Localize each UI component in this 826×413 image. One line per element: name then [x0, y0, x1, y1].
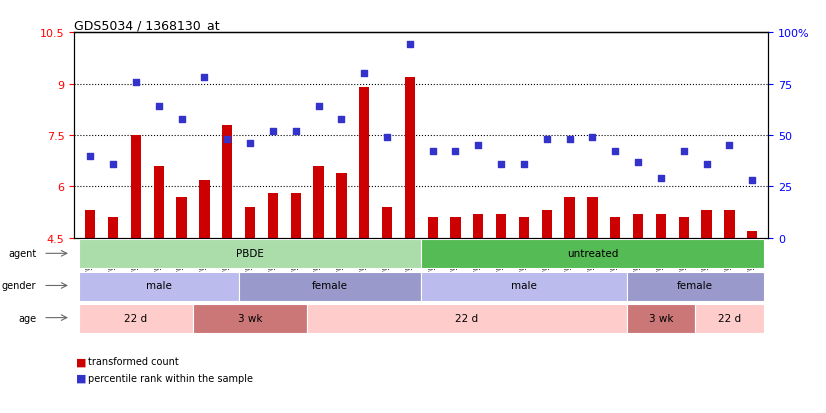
Point [472, 142, 485, 149]
Bar [496, 214, 506, 238]
Bar [542, 211, 552, 238]
Text: 22 d: 22 d [455, 313, 478, 323]
Point [586, 134, 599, 141]
Bar [633, 214, 643, 238]
Point [677, 149, 691, 155]
Point [266, 128, 279, 135]
Text: 3 wk: 3 wk [238, 313, 263, 323]
Bar [428, 218, 438, 238]
Point [654, 176, 667, 182]
Point [130, 79, 143, 85]
Bar [382, 207, 392, 238]
Point [312, 104, 325, 110]
Text: female: female [312, 281, 348, 291]
Bar [627, 304, 695, 333]
Point [700, 161, 713, 168]
Text: transformed count: transformed count [88, 356, 178, 366]
Bar [564, 197, 575, 238]
Bar [193, 304, 307, 333]
Bar [610, 218, 620, 238]
Bar [154, 166, 164, 238]
Bar [79, 304, 193, 333]
Bar [79, 240, 421, 269]
Text: 22 d: 22 d [718, 313, 741, 323]
Point [631, 159, 644, 166]
Text: PBDE: PBDE [236, 249, 264, 259]
Bar [307, 304, 627, 333]
Text: male: male [511, 281, 537, 291]
Point [244, 140, 257, 147]
Point [358, 71, 371, 77]
Bar [359, 88, 369, 238]
Bar [336, 173, 347, 238]
Point [152, 104, 165, 110]
Point [426, 149, 439, 155]
Point [175, 116, 188, 123]
Text: GDS5034 / 1368130_at: GDS5034 / 1368130_at [74, 19, 220, 32]
Point [723, 142, 736, 149]
Point [449, 149, 462, 155]
Point [381, 134, 394, 141]
Text: untreated: untreated [567, 249, 618, 259]
Text: female: female [677, 281, 713, 291]
Point [517, 161, 530, 168]
Bar [627, 272, 763, 301]
Bar [701, 211, 712, 238]
Bar [587, 197, 597, 238]
Bar [199, 180, 210, 238]
Bar [313, 166, 324, 238]
Text: percentile rank within the sample: percentile rank within the sample [88, 373, 253, 383]
Bar [108, 218, 118, 238]
Text: 3 wk: 3 wk [648, 313, 673, 323]
Text: ■: ■ [76, 356, 87, 366]
Bar [222, 126, 232, 238]
Point [335, 116, 348, 123]
Bar [245, 207, 255, 238]
Text: male: male [146, 281, 172, 291]
Bar [177, 197, 187, 238]
Point [540, 136, 553, 143]
Text: age: age [18, 313, 36, 323]
Point [746, 178, 759, 184]
Bar [85, 211, 96, 238]
Bar [747, 231, 757, 238]
Bar [695, 304, 763, 333]
Bar [450, 218, 461, 238]
Point [609, 149, 622, 155]
Bar [421, 240, 763, 269]
Bar [421, 272, 627, 301]
Bar [679, 218, 689, 238]
Point [495, 161, 508, 168]
Bar [268, 194, 278, 238]
Bar [405, 78, 415, 238]
Point [198, 75, 211, 81]
Bar [519, 218, 529, 238]
Text: gender: gender [2, 281, 36, 291]
Point [107, 161, 120, 168]
Bar [656, 214, 666, 238]
Text: ■: ■ [76, 373, 87, 383]
Text: 22 d: 22 d [125, 313, 148, 323]
Bar [473, 214, 483, 238]
Point [289, 128, 302, 135]
Bar [291, 194, 301, 238]
Bar [79, 272, 239, 301]
Bar [239, 272, 421, 301]
Point [403, 42, 416, 49]
Point [563, 136, 577, 143]
Point [221, 136, 234, 143]
Bar [131, 136, 141, 238]
Text: agent: agent [8, 249, 36, 259]
Bar [724, 211, 734, 238]
Point [83, 153, 97, 159]
